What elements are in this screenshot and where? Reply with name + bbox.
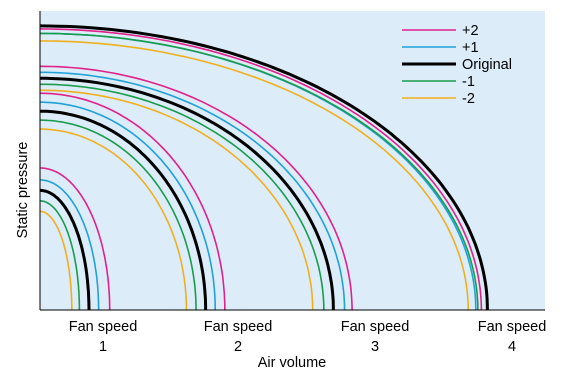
tick-label-4-line1: Fan speed <box>478 319 547 335</box>
tick-label-2-line2: 2 <box>234 339 242 355</box>
legend-label-4: -1 <box>462 74 475 90</box>
curve-4-speed-3 <box>40 83 325 310</box>
curve-3-speed-2 <box>40 109 208 310</box>
curve-5-speed-3 <box>39 89 314 311</box>
legend-label-5: -2 <box>462 91 475 107</box>
x-tick-labels: Fan speed 1 Fan speed 2 Fan speed 3 Fan … <box>69 319 547 355</box>
curve-2-speed-2 <box>40 101 216 310</box>
curve-1-speed-2 <box>39 92 226 310</box>
curve-5-speed-4 <box>39 40 470 310</box>
legend-label-3: Original <box>462 57 512 73</box>
legend-label-1: +2 <box>462 23 479 39</box>
curve-5-speed-2 <box>40 128 188 310</box>
curve-5-speed-1 <box>40 210 73 310</box>
curve-1-speed-1 <box>40 167 111 310</box>
tick-label-3-line1: Fan speed <box>341 319 410 335</box>
curve-3-speed-3 <box>40 76 335 311</box>
tick-label-4-line2: 4 <box>508 339 516 355</box>
curve-3-speed-4 <box>39 24 489 311</box>
x-axis-label: Air volume <box>258 355 327 371</box>
curve-3-speed-1 <box>40 188 91 310</box>
legend-label-2: +1 <box>462 40 479 56</box>
curves-layer <box>39 24 489 311</box>
tick-label-2-line1: Fan speed <box>204 319 273 335</box>
curve-4-speed-1 <box>40 200 81 310</box>
curve-4-speed-4 <box>39 32 479 310</box>
y-axis-label: Static pressure <box>15 142 31 239</box>
curve-2-speed-1 <box>39 179 100 310</box>
curve-1-speed-4 <box>39 28 483 311</box>
tick-label-1-line1: Fan speed <box>69 319 138 335</box>
curve-4-speed-2 <box>39 119 197 310</box>
tick-label-3-line2: 3 <box>371 339 379 355</box>
tick-label-1-line2: 1 <box>99 339 107 355</box>
curve-2-speed-3 <box>40 71 346 310</box>
curve-1-speed-3 <box>39 65 353 311</box>
